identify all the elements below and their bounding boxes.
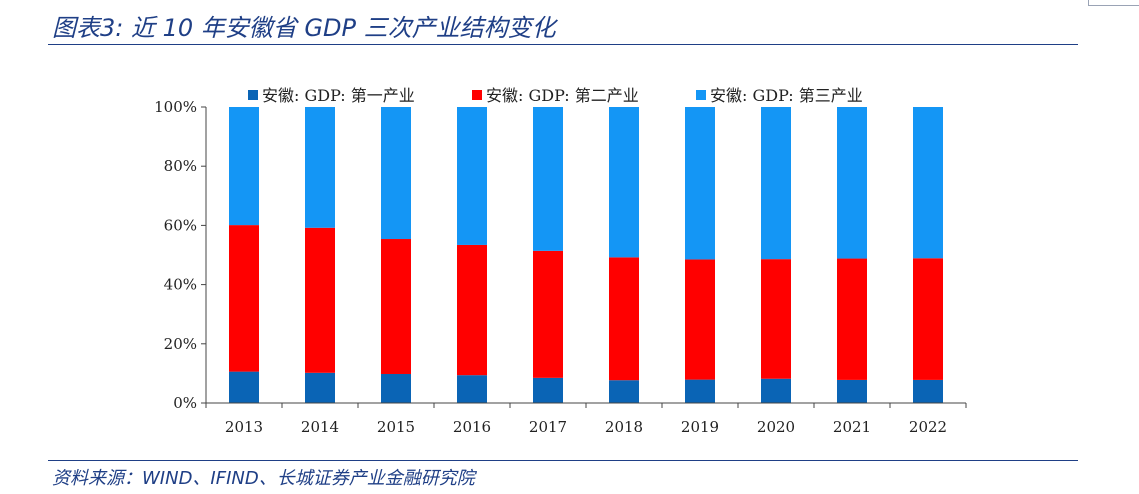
y-tick-label: 80%	[164, 157, 197, 175]
bar-2013-series-3	[229, 107, 259, 226]
bar-2022-series-2	[913, 258, 943, 380]
bar-2017-series-3	[533, 107, 563, 251]
bar-2017-series-2	[533, 250, 563, 378]
y-tick-label: 0%	[173, 394, 197, 412]
bar-2022-series-1	[913, 379, 943, 403]
legend-label-3: 安徽: GDP: 第三产业	[710, 86, 863, 105]
bar-2018-series-2	[609, 257, 639, 381]
source-divider	[48, 460, 1078, 461]
title-divider	[48, 44, 1078, 45]
x-tick-label: 2016	[453, 418, 491, 436]
bar-2020-series-2	[761, 259, 791, 379]
bar-2019-series-2	[685, 259, 715, 380]
legend-label-1: 安徽: GDP: 第一产业	[262, 86, 415, 105]
bar-2017-series-1	[533, 377, 563, 403]
bar-2016-series-2	[457, 244, 487, 376]
x-tick-label: 2017	[529, 418, 567, 436]
bar-2015-series-2	[381, 239, 411, 374]
page-corner-frame	[1088, 0, 1139, 6]
chart-title: 图表3: 近 10 年安徽省 GDP 三次产业结构变化	[52, 14, 556, 42]
y-tick-label: 40%	[164, 276, 197, 294]
legend: 安徽: GDP: 第一产业 安徽: GDP: 第二产业 安徽: GDP: 第三产业	[248, 86, 863, 105]
x-tick-label: 2021	[833, 418, 871, 436]
bar-2015-series-3	[381, 107, 411, 240]
bar-2020-series-1	[761, 378, 791, 403]
bar-2021-series-1	[837, 379, 867, 403]
legend-swatch-3	[696, 90, 706, 100]
bar-2022-series-3	[913, 107, 943, 259]
bar-2021-series-3	[837, 107, 867, 259]
bar-2019-series-3	[685, 107, 715, 260]
bar-group	[229, 107, 943, 403]
legend-label-2: 安徽: GDP: 第二产业	[486, 86, 639, 105]
bar-2014-series-2	[305, 227, 335, 373]
x-tick-label: 2015	[377, 418, 415, 436]
y-tick-label: 20%	[164, 335, 197, 353]
x-tick-label: 2013	[225, 418, 263, 436]
bar-2016-series-3	[457, 107, 487, 245]
bar-2020-series-3	[761, 107, 791, 260]
y-tick-label: 100%	[154, 98, 197, 116]
axes: 0% 20% 40% 60% 80% 100% 2013 2014 2015 2016 2017 20…	[154, 98, 967, 436]
bar-2013-series-1	[229, 371, 259, 403]
y-tick-label: 60%	[164, 216, 197, 234]
bar-2018-series-1	[609, 380, 639, 403]
bar-2014-series-1	[305, 372, 335, 403]
bar-2013-series-2	[229, 225, 259, 372]
x-tick-label: 2018	[605, 418, 643, 436]
x-tick-label: 2019	[681, 418, 719, 436]
bar-2021-series-2	[837, 258, 867, 380]
bar-2019-series-1	[685, 379, 715, 403]
bar-2018-series-3	[609, 107, 639, 258]
bar-2016-series-1	[457, 375, 487, 403]
source-note: 资料来源：WIND、IFIND、长城证券产业金融研究院	[52, 468, 475, 489]
bar-2015-series-1	[381, 373, 411, 403]
legend-swatch-2	[472, 90, 482, 100]
x-tick-label: 2022	[909, 418, 947, 436]
x-tick-label: 2020	[757, 418, 795, 436]
legend-swatch-1	[248, 90, 258, 100]
bar-2014-series-3	[305, 107, 335, 228]
x-tick-label: 2014	[301, 418, 339, 436]
